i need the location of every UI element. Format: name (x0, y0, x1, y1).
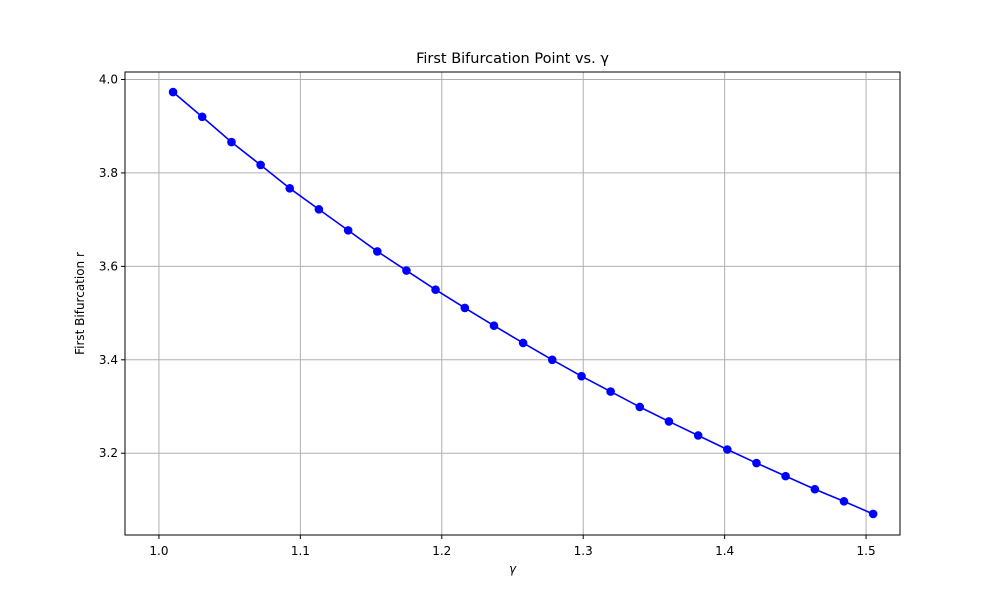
series (168, 87, 878, 519)
data-point (460, 303, 470, 313)
data-point (635, 402, 645, 412)
chart-title: First Bifurcation Point vs. γ (416, 51, 609, 67)
data-point (839, 497, 849, 506)
grid (125, 72, 900, 535)
y-tick-label: 3.6 (99, 259, 118, 273)
data-point (606, 387, 615, 396)
data-point (723, 445, 732, 454)
x-tick-label: 1.1 (291, 544, 310, 558)
data-point (577, 371, 586, 381)
ticks: 1.0 1.1 1.2 1.3 1.4 1.5 3.2 3.4 3.6 3.8 4.0 (99, 72, 876, 558)
y-axis-label: First Bifurcation r (73, 252, 87, 355)
data-point (314, 205, 324, 214)
series-line (172, 91, 874, 515)
x-tick-label: 1.5 (857, 544, 876, 558)
data-point (227, 137, 236, 147)
data-point (343, 226, 353, 235)
data-point (664, 417, 674, 426)
y-tick-label: 3.2 (99, 446, 118, 460)
x-tick-label: 1.3 (574, 544, 593, 558)
data-point (489, 321, 499, 330)
data-point (810, 484, 820, 494)
data-point (781, 471, 790, 481)
data-point (547, 355, 557, 365)
data-point (402, 266, 411, 275)
data-point (868, 509, 878, 519)
x-axis-label: γ (509, 562, 517, 576)
y-tick-label: 3.4 (99, 353, 118, 367)
data-point (168, 87, 178, 97)
x-tick-label: 1.0 (149, 544, 168, 558)
data-point (518, 338, 528, 348)
data-point (197, 112, 207, 122)
data-point (752, 458, 761, 468)
data-point (285, 184, 295, 193)
data-point (693, 431, 703, 440)
x-tick-label: 1.4 (715, 544, 734, 558)
data-point (372, 247, 382, 256)
data-point (256, 160, 265, 170)
x-tick-label: 1.2 (432, 544, 451, 558)
data-point (431, 285, 440, 295)
plot-area-frame (124, 71, 901, 536)
y-tick-label: 3.8 (99, 166, 118, 180)
y-tick-label: 4.0 (99, 72, 118, 86)
